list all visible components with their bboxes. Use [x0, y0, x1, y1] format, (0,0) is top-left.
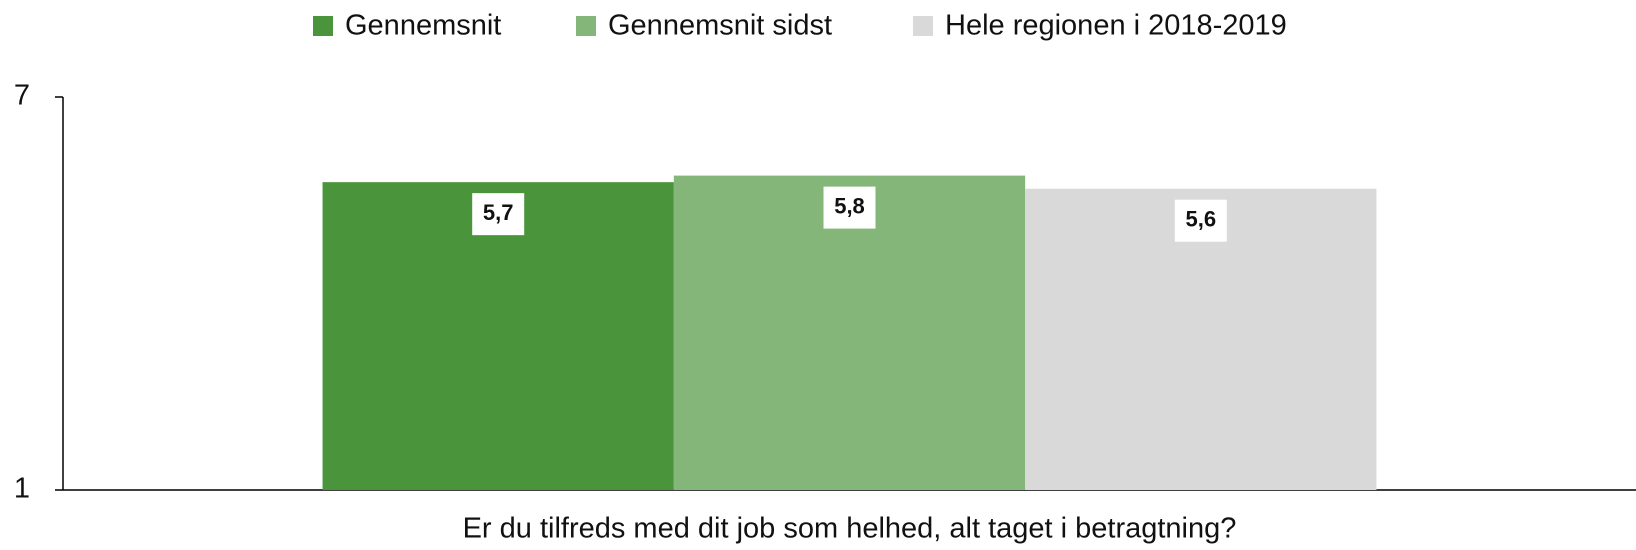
value-label: 5,7 [483, 200, 514, 225]
value-label-box [823, 186, 876, 229]
legend-label: Hele regionen i 2018-2019 [945, 10, 1287, 42]
legend-label: Gennemsnit [345, 10, 501, 42]
x-tick-label: Er du tilfreds med dit job som helhed, a… [463, 513, 1237, 545]
value-label: 5,6 [1186, 207, 1217, 232]
legend-swatch [913, 16, 933, 36]
legend-label: Gennemsnit sidst [608, 10, 832, 42]
value-label: 5,8 [834, 193, 865, 218]
value-label-box [1174, 199, 1227, 242]
y-tick-label: 1 [14, 473, 30, 505]
y-tick-label: 7 [14, 80, 30, 112]
legend-swatch [576, 16, 596, 36]
legend-swatch [313, 16, 333, 36]
value-label-box [472, 193, 525, 236]
